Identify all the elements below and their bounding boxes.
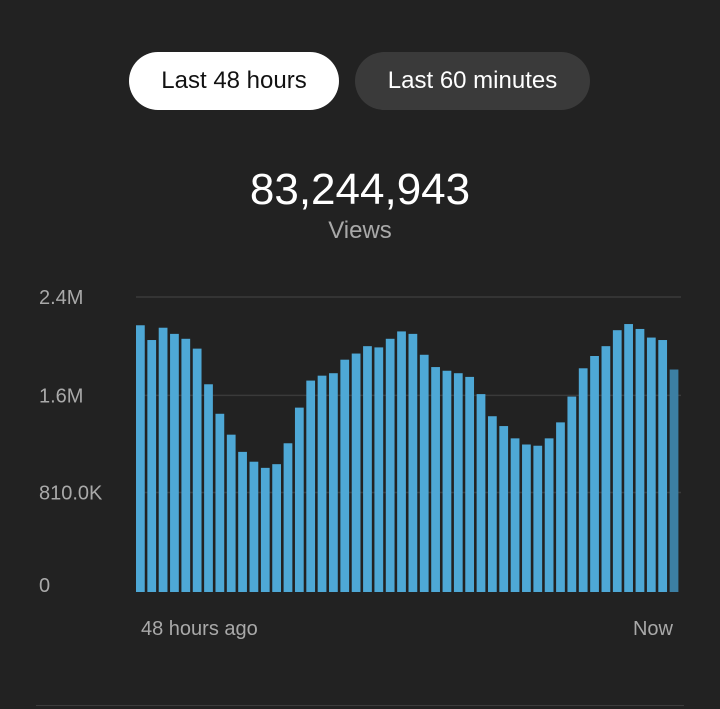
tab-last-60-minutes[interactable]: Last 60 minutes — [355, 52, 590, 110]
y-tick-label: 0 — [39, 575, 50, 597]
y-tick-label: 810.0K — [39, 482, 103, 504]
total-views-count: 83,244,943 — [249, 165, 471, 214]
tab-last-48-hours[interactable]: Last 48 hours — [129, 52, 339, 110]
chart-bar[interactable] — [510, 438, 520, 592]
chart-bar[interactable] — [158, 327, 168, 592]
chart-bar[interactable] — [385, 338, 395, 592]
x-tick-label-end: Now — [633, 618, 674, 640]
chart-bar[interactable] — [658, 340, 668, 592]
chart-bar[interactable] — [136, 325, 145, 592]
chart-bars — [136, 324, 679, 593]
time-range-tabs: Last 48 hours Last 60 minutes — [0, 52, 720, 110]
chart-bar[interactable] — [590, 356, 599, 592]
chart-bar[interactable] — [431, 367, 440, 592]
chart-bar[interactable] — [476, 394, 486, 592]
chart-bar[interactable] — [192, 348, 202, 592]
bottom-divider — [36, 705, 684, 706]
chart-bar[interactable] — [578, 368, 588, 592]
chart-bar[interactable] — [317, 375, 327, 592]
chart-bar[interactable] — [272, 464, 282, 592]
chart-bar[interactable] — [533, 445, 543, 592]
chart-bar[interactable] — [249, 461, 259, 592]
chart-bar[interactable] — [340, 359, 350, 592]
chart-bar[interactable] — [351, 353, 361, 592]
views-bar-chart: 0 810.0K 1.6M 2.4M 48 hours ago Now — [39, 287, 681, 640]
chart-bar[interactable] — [397, 331, 406, 592]
total-views-label: Views — [328, 217, 392, 244]
chart-bar[interactable] — [487, 416, 497, 592]
chart-bar[interactable] — [226, 434, 236, 592]
chart-bar[interactable] — [170, 333, 179, 592]
chart-bar[interactable] — [669, 369, 679, 592]
x-axis: 48 hours ago Now — [141, 618, 674, 640]
chart-bar[interactable] — [204, 384, 213, 592]
chart-bar[interactable] — [567, 396, 577, 592]
chart-bar[interactable] — [442, 370, 452, 592]
chart-bar[interactable] — [260, 467, 270, 592]
chart-bar[interactable] — [238, 451, 247, 592]
x-tick-label-start: 48 hours ago — [141, 618, 258, 640]
chart-bar[interactable] — [499, 426, 509, 592]
y-tick-label: 2.4M — [39, 287, 83, 309]
chart-bar[interactable] — [624, 324, 633, 592]
chart-bar[interactable] — [544, 438, 554, 592]
chart-bar[interactable] — [147, 340, 157, 592]
chart-bar[interactable] — [646, 337, 656, 592]
chart-bar[interactable] — [408, 333, 418, 592]
chart-bar[interactable] — [306, 380, 316, 592]
chart-bar[interactable] — [419, 354, 429, 592]
chart-bar[interactable] — [283, 443, 293, 592]
chart-bar[interactable] — [556, 422, 565, 592]
chart-bar[interactable] — [181, 338, 191, 592]
chart-bar[interactable] — [612, 330, 622, 592]
chart-bar[interactable] — [601, 346, 611, 592]
chart-bar[interactable] — [522, 444, 531, 593]
chart-bar[interactable] — [294, 407, 304, 592]
y-tick-label: 1.6M — [39, 385, 83, 407]
chart-bar[interactable] — [215, 413, 225, 592]
chart-bar[interactable] — [329, 373, 338, 592]
chart-bar[interactable] — [453, 373, 463, 592]
y-axis: 0 810.0K 1.6M 2.4M — [39, 287, 103, 597]
chart-bar[interactable] — [465, 376, 475, 592]
chart-bar[interactable] — [374, 347, 384, 592]
chart-bar[interactable] — [635, 328, 645, 592]
chart-bar[interactable] — [363, 346, 372, 592]
